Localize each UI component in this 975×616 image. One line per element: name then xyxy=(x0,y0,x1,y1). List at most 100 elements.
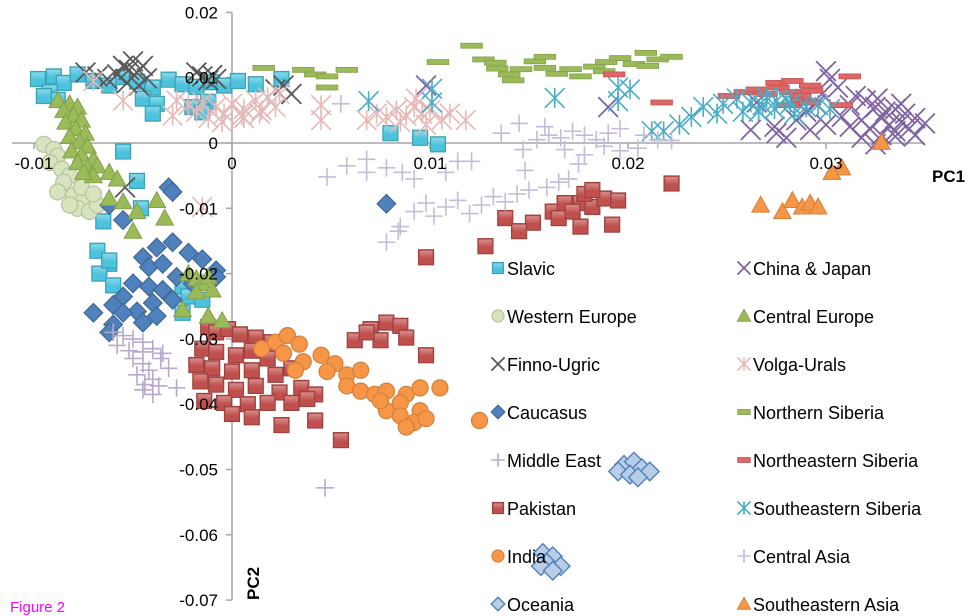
data-point xyxy=(549,173,568,191)
data-point xyxy=(608,55,632,62)
data-point xyxy=(155,208,175,226)
data-point xyxy=(274,344,293,362)
data-point xyxy=(555,140,574,159)
data-point xyxy=(851,109,873,131)
data-point xyxy=(663,175,680,192)
data-point xyxy=(472,56,495,63)
legend-item: Oceania xyxy=(490,595,575,614)
data-point xyxy=(247,377,264,395)
data-point xyxy=(501,77,525,84)
series-central-asia xyxy=(318,95,681,252)
data-point xyxy=(680,106,702,128)
data-point xyxy=(415,74,437,97)
legend-label: Finno-Ugric xyxy=(507,355,600,375)
data-point xyxy=(124,330,142,348)
legend-item: Slavic xyxy=(491,259,555,279)
data-point xyxy=(249,103,271,125)
legend-marker-icon xyxy=(491,453,505,467)
data-point xyxy=(377,233,396,252)
legend-item: Central Europe xyxy=(736,307,874,327)
data-point xyxy=(871,132,892,150)
y-tick-label: -0.05 xyxy=(179,461,218,480)
data-point xyxy=(751,195,771,213)
data-point xyxy=(208,343,225,361)
data-point xyxy=(584,198,601,216)
data-point xyxy=(595,137,614,156)
data-point xyxy=(188,356,205,374)
data-point xyxy=(233,107,255,129)
data-point xyxy=(196,392,213,410)
data-point xyxy=(417,249,435,266)
data-point xyxy=(660,53,683,60)
data-point xyxy=(229,72,247,90)
data-point xyxy=(497,71,521,78)
data-point xyxy=(822,162,842,180)
series-central-europe xyxy=(48,90,232,329)
data-point xyxy=(127,201,147,220)
data-point xyxy=(827,76,849,99)
data-point xyxy=(140,361,158,380)
data-point xyxy=(431,379,449,397)
data-point xyxy=(470,411,489,430)
data-point xyxy=(405,202,423,221)
data-point xyxy=(740,92,762,113)
data-point xyxy=(514,140,532,159)
data-point xyxy=(59,126,80,145)
data-point xyxy=(782,190,802,209)
data-point xyxy=(332,95,350,113)
series-western-europe xyxy=(35,135,106,221)
data-point xyxy=(332,432,349,449)
data-point xyxy=(510,114,528,133)
data-point xyxy=(56,112,76,130)
x-tick-label: 0.02 xyxy=(611,154,644,173)
legend-label: China & Japan xyxy=(753,259,871,279)
data-point xyxy=(197,107,219,129)
data-point xyxy=(497,209,514,227)
y-tick-label: 0 xyxy=(209,134,218,153)
data-point xyxy=(575,145,594,164)
y-axis-title: PC2 xyxy=(244,567,263,600)
legend-item: Northern Siberia xyxy=(737,403,885,423)
data-point xyxy=(160,71,177,88)
data-point xyxy=(650,99,673,106)
data-point xyxy=(448,191,467,210)
series-caucasus xyxy=(83,177,397,343)
data-point xyxy=(509,66,533,73)
data-point xyxy=(551,128,570,147)
data-point xyxy=(134,90,151,107)
data-point xyxy=(781,78,804,84)
data-point xyxy=(533,53,557,60)
legend: Slavic Western Europe Finno-Ugric Caucasus M… xyxy=(490,259,922,614)
data-point xyxy=(61,196,79,214)
data-point xyxy=(391,217,410,236)
data-point xyxy=(669,114,690,136)
data-point xyxy=(153,344,172,363)
x-tick-label: 0.01 xyxy=(413,154,446,173)
data-point xyxy=(212,310,232,329)
data-point xyxy=(385,99,407,121)
series-northern-siberia xyxy=(252,42,683,91)
data-point xyxy=(312,346,330,364)
legend-item: Central Asia xyxy=(737,547,851,567)
data-point xyxy=(105,277,122,294)
data-point xyxy=(798,82,822,89)
data-point xyxy=(838,73,861,80)
x-axis-title: PC1 xyxy=(932,167,965,186)
data-point xyxy=(425,207,443,225)
data-point xyxy=(192,249,213,270)
data-point xyxy=(634,49,658,56)
data-point xyxy=(405,170,423,188)
data-point xyxy=(641,120,663,142)
legend-label: Oceania xyxy=(507,595,575,614)
data-point xyxy=(563,122,582,141)
data-point xyxy=(116,72,138,94)
data-point xyxy=(706,103,728,125)
data-point xyxy=(177,94,199,116)
legend-item: Finno-Ugric xyxy=(490,355,600,375)
legend-marker-icon xyxy=(490,596,506,612)
data-point xyxy=(280,83,302,105)
data-point xyxy=(417,347,435,364)
data-point xyxy=(113,191,133,210)
data-point xyxy=(437,163,455,182)
data-point xyxy=(415,114,437,136)
